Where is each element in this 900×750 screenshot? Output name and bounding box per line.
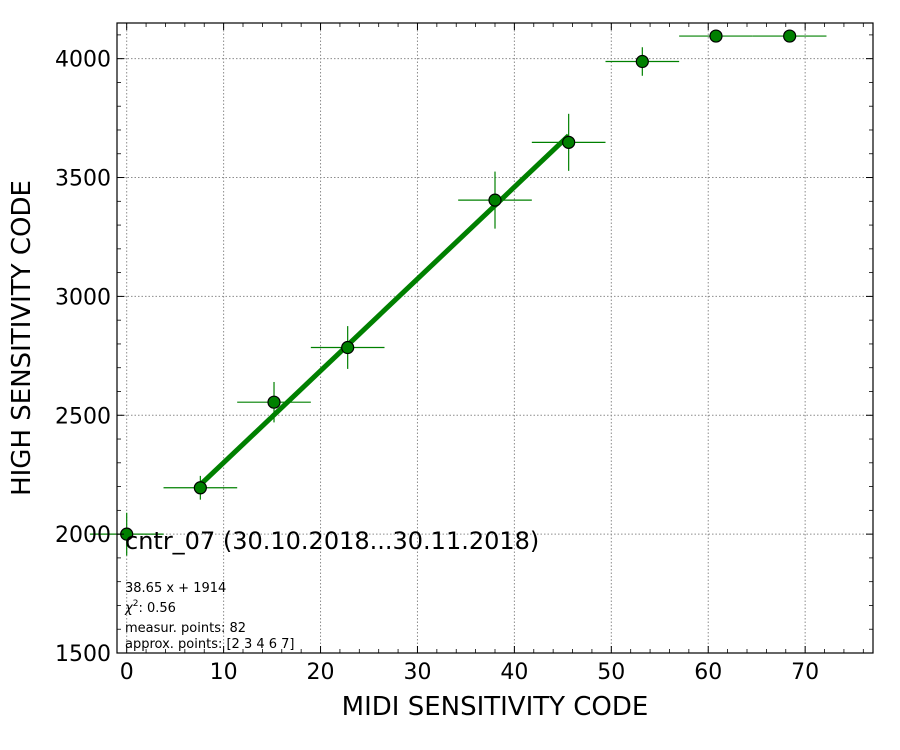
data-point — [341, 340, 355, 355]
y-tick-label: 1500 — [55, 642, 111, 667]
data-point — [562, 135, 576, 149]
data-point — [783, 29, 797, 43]
data-point — [267, 395, 281, 409]
chi2-superscript: 2 — [133, 599, 139, 609]
plot-area — [117, 23, 873, 653]
annotation-chi2: χ2: 0.56 — [124, 599, 176, 616]
y-axis-label: HIGH SENSITIVITY CODE — [7, 180, 37, 496]
x-tick-label: 10 — [210, 660, 238, 685]
y-tick-label: 2500 — [55, 404, 111, 429]
ticks: 0 10 20 30 40 50 60 70 1500 2000 2500 3000 3500 4000 — [55, 23, 873, 685]
markers — [120, 29, 797, 541]
x-axis-label: MIDI SENSITIVITY CODE — [342, 692, 649, 722]
data-point — [488, 193, 502, 207]
chi2-symbol: χ — [124, 601, 134, 616]
annotation-equation: 38.65 x + 1914 — [125, 581, 226, 596]
y-tick-label: 3500 — [55, 167, 111, 192]
annotation-title: cntr_07 (30.10.2018...30.11.2018) — [125, 527, 539, 555]
y-tick-label: 2000 — [55, 523, 111, 548]
data-point — [193, 481, 207, 495]
x-tick-label: 60 — [694, 660, 722, 685]
x-tick-label: 20 — [307, 660, 335, 685]
fit-line — [198, 133, 571, 487]
y-tick-label: 3000 — [55, 285, 111, 310]
annotation-measur-points: measur. points: 82 — [125, 621, 246, 636]
y-tick-label: 4000 — [55, 48, 111, 73]
x-tick-label: 50 — [597, 660, 625, 685]
chi2-value: : 0.56 — [138, 601, 175, 616]
data-point — [635, 54, 649, 69]
annotation-approx-points: approx. points: [2 3 4 6 7] — [125, 637, 295, 652]
x-tick-label: 70 — [791, 660, 819, 685]
x-tick-label: 40 — [500, 660, 528, 685]
data-point — [709, 29, 723, 43]
x-tick-label: 0 — [120, 660, 134, 685]
x-tick-label: 30 — [403, 660, 431, 685]
